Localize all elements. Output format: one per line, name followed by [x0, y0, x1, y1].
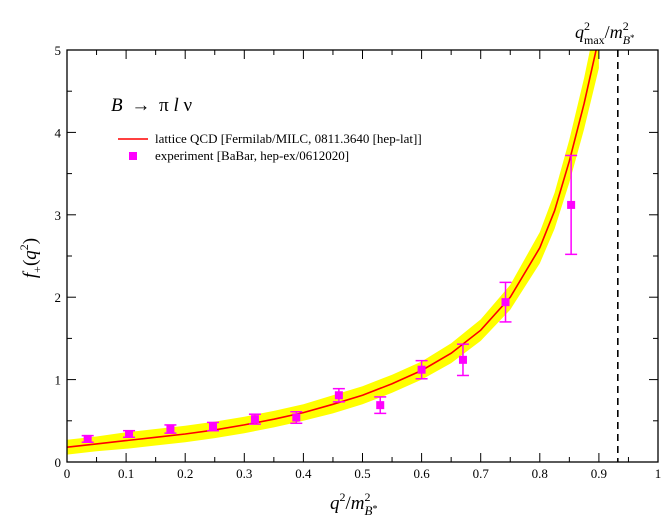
data-points-layer: [81, 154, 578, 443]
annotation-l: l: [173, 95, 178, 116]
lattice-fit-line: [67, 50, 597, 448]
xlabel-slash: /: [346, 493, 352, 514]
data-point: [334, 391, 343, 400]
ylabel-f: f: [20, 270, 41, 278]
legend-label-lattice: lattice QCD [Fermilab/MILC, 0811.3640 [h…: [155, 131, 422, 146]
data-point: [376, 401, 385, 410]
qmax-label: q2 max/m2 B*: [575, 19, 635, 47]
annotation-pi: π: [159, 95, 169, 116]
x-tick-label: 0: [64, 466, 71, 481]
y-axis-label: f+(q2): [17, 238, 44, 278]
ylabel-close: ): [20, 238, 41, 244]
data-point: [417, 365, 426, 374]
x-axis-label: q2/m2 B*: [330, 490, 377, 518]
decay-annotation: B → π l ν: [111, 95, 192, 116]
y-tick-label: 3: [55, 208, 62, 223]
qmax-sub-b: B: [623, 33, 631, 47]
lattice-error-band: [67, 50, 599, 455]
data-point: [458, 355, 467, 364]
x-tick-label: 0.2: [177, 466, 193, 481]
annotation-b: B: [111, 95, 123, 116]
ticks-layer: 0 0.1 0.2 0.3 0.4 0.5 0.6 0.7 0.8 0.9 1 0 1 2 3 4 5: [55, 43, 662, 481]
legend: lattice QCD [Fermilab/MILC, 0811.3640 [h…: [118, 131, 422, 163]
xlabel-q: q: [330, 493, 340, 514]
xlabel-m-sup: 2: [365, 490, 371, 504]
qmax-slash: /: [605, 22, 610, 42]
x-tick-label: 0.4: [295, 466, 312, 481]
qmax-sub-star: *: [630, 33, 635, 43]
xlabel-m: m: [351, 493, 365, 514]
y-tick-label: 4: [55, 125, 62, 140]
y-tick-label: 1: [55, 373, 62, 388]
annotation-arrow: →: [131, 95, 150, 116]
xlabel-sup: 2: [340, 490, 346, 504]
qmax-sup: 2: [584, 19, 590, 33]
annotation-nu: ν: [183, 95, 192, 116]
x-tick-label: 0.9: [591, 466, 607, 481]
error-band-layer: [67, 50, 599, 455]
xlabel-sub-star: *: [372, 504, 377, 515]
x-tick-label: 0.6: [413, 466, 430, 481]
ylabel-open: (: [20, 260, 41, 266]
x-tick-label: 1: [655, 466, 662, 481]
data-point: [292, 413, 301, 422]
y-tick-label: 0: [55, 455, 62, 470]
qmax-m: m: [610, 22, 623, 42]
qmax-m-sup: 2: [623, 19, 629, 33]
fit-line-layer: [67, 50, 597, 448]
x-tick-label: 0.3: [236, 466, 252, 481]
qmax-sub: max: [584, 33, 605, 47]
data-point: [125, 429, 134, 438]
data-point: [83, 434, 92, 443]
data-point: [501, 298, 510, 307]
ylabel-sub: +: [30, 266, 44, 273]
data-point: [208, 422, 217, 431]
ylabel-sup: 2: [17, 244, 31, 250]
data-point: [250, 415, 259, 424]
qmax-q: q: [575, 22, 584, 42]
data-point: [166, 425, 175, 434]
legend-point-swatch: [129, 152, 137, 160]
x-tick-label: 0.8: [532, 466, 548, 481]
data-point: [567, 200, 576, 209]
legend-label-experiment: experiment [BaBar, hep-ex/0612020]: [155, 148, 349, 163]
ylabel-q: q: [20, 250, 41, 260]
y-tick-label: 5: [55, 43, 62, 58]
x-tick-label: 0.1: [118, 466, 134, 481]
x-tick-label: 0.7: [473, 466, 490, 481]
y-tick-label: 2: [55, 290, 62, 305]
xlabel-sub-b: B: [365, 503, 373, 518]
x-tick-label: 0.5: [354, 466, 370, 481]
